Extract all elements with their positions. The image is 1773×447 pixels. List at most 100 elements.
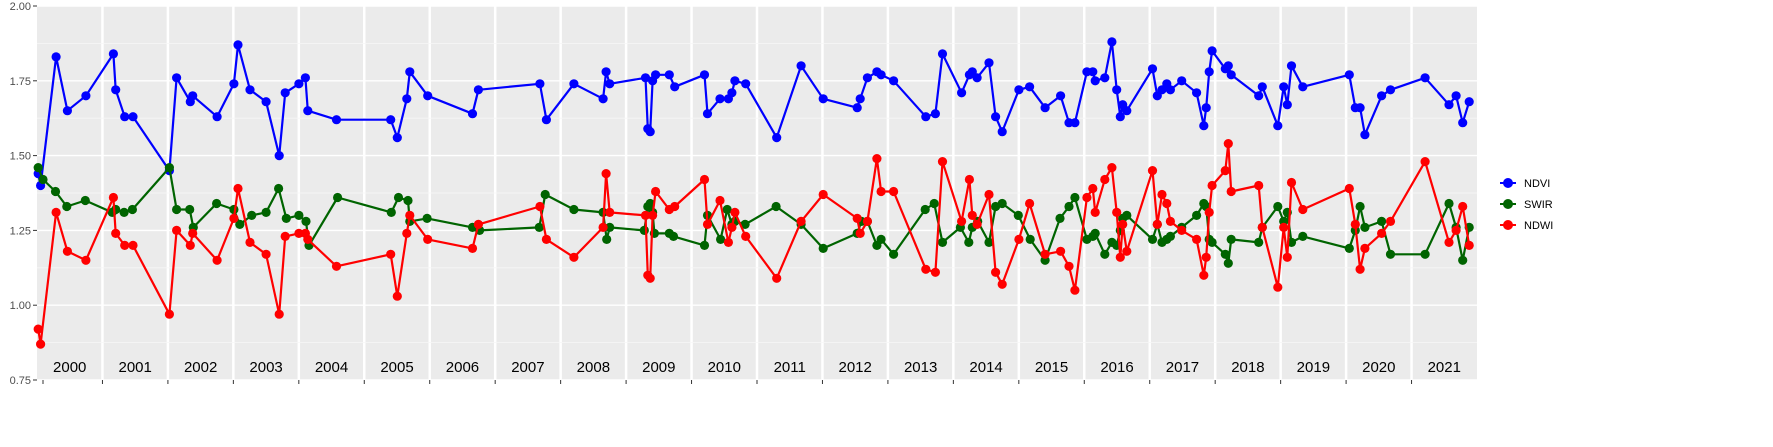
data-point-ndwi <box>648 210 658 220</box>
data-point-ndwi <box>172 225 182 235</box>
data-point-swir <box>929 198 939 209</box>
data-point-ndwi <box>1451 225 1461 235</box>
data-point-ndvi <box>467 109 478 119</box>
data-point-ndwi <box>855 228 865 238</box>
data-point-swir <box>699 240 710 250</box>
data-point-ndwi <box>872 154 882 164</box>
data-point-ndvi <box>772 133 782 143</box>
data-point-ndwi <box>1088 183 1098 194</box>
y-tick-label: 0.75 <box>10 375 31 387</box>
x-tick-label: 2016 <box>1100 359 1133 376</box>
data-point-ndvi <box>1286 61 1297 71</box>
data-point-ndwi <box>921 264 931 274</box>
data-point-ndwi <box>185 240 195 250</box>
data-point-ndvi <box>111 85 121 95</box>
data-point-swir <box>294 210 304 220</box>
data-point-ndwi <box>1286 177 1297 188</box>
data-point-swir <box>937 237 948 247</box>
data-point-swir <box>1220 249 1230 259</box>
data-point-ndvi <box>818 94 828 104</box>
x-tick-label: 2004 <box>315 359 348 376</box>
data-point-ndwi <box>598 222 608 232</box>
data-point-ndvi <box>640 73 651 83</box>
data-point-swir <box>639 225 649 235</box>
data-point-ndvi <box>294 79 304 89</box>
data-point-swir <box>50 186 61 197</box>
data-point-ndwi <box>128 240 138 250</box>
data-point-ndvi <box>1122 106 1132 116</box>
data-point-ndvi <box>664 70 674 80</box>
data-point-swir <box>422 213 432 223</box>
data-point-ndwi <box>1464 240 1474 250</box>
data-point-ndvi <box>715 94 725 104</box>
data-point-ndvi <box>1282 100 1292 110</box>
data-point-swir <box>393 192 404 203</box>
data-point-ndvi <box>233 40 243 50</box>
data-point-ndwi <box>818 189 828 200</box>
y-tick-label: 2.00 <box>10 1 31 13</box>
data-point-ndwi <box>467 243 478 253</box>
x-tick-label: 2005 <box>380 359 413 376</box>
data-point-swir <box>740 219 750 229</box>
data-point-ndwi <box>1223 139 1233 149</box>
data-point-swir <box>605 222 615 232</box>
data-point-ndvi <box>1254 91 1264 101</box>
data-point-ndwi <box>984 189 994 200</box>
data-point-ndvi <box>1385 85 1396 95</box>
data-point-ndwi <box>402 228 412 238</box>
data-point-ndwi <box>280 231 290 241</box>
data-point-ndvi <box>1420 73 1430 83</box>
data-point-ndvi <box>991 112 1001 122</box>
series-ndvi <box>33 37 1474 191</box>
data-point-swir <box>185 204 195 215</box>
x-tick-label: 2003 <box>249 359 282 376</box>
data-point-ndwi <box>741 231 751 241</box>
data-point-ndwi <box>392 291 402 301</box>
data-point-ndwi <box>715 195 725 206</box>
data-point-swir <box>964 237 974 247</box>
data-point-swir <box>33 163 43 173</box>
legend-key-dot <box>1503 199 1513 209</box>
data-point-ndvi <box>598 94 608 104</box>
data-point-swir <box>889 249 899 259</box>
x-tick-label: 2017 <box>1166 359 1199 376</box>
data-point-ndwi <box>1199 270 1209 280</box>
data-point-ndwi <box>1204 207 1214 217</box>
data-point-ndvi <box>972 73 982 83</box>
data-point-ndwi <box>852 213 862 223</box>
x-tick-label: 2021 <box>1428 359 1461 376</box>
data-point-ndwi <box>229 213 239 223</box>
data-point-swir <box>62 201 72 212</box>
data-point-ndvi <box>921 112 931 122</box>
data-point-ndvi <box>229 79 239 89</box>
data-point-ndvi <box>473 85 483 95</box>
data-point-ndwi <box>1152 219 1162 229</box>
data-point-ndvi <box>274 151 284 161</box>
data-point-ndvi <box>392 133 402 143</box>
data-point-ndwi <box>120 240 130 250</box>
data-point-ndvi <box>1377 91 1387 101</box>
data-point-swir <box>1254 237 1264 247</box>
data-point-ndvi <box>876 70 886 80</box>
x-tick-label: 2013 <box>904 359 937 376</box>
x-tick-label: 2020 <box>1362 359 1395 376</box>
data-point-ndvi <box>1226 70 1236 80</box>
data-point-swir <box>1377 216 1387 226</box>
data-point-ndwi <box>937 157 948 167</box>
data-point-swir <box>602 234 612 244</box>
data-point-ndwi <box>601 169 611 179</box>
data-point-swir <box>540 189 550 200</box>
x-tick-label: 2006 <box>446 359 479 376</box>
data-point-ndvi <box>535 79 545 89</box>
data-point-ndwi <box>261 249 271 259</box>
legend-key-dot <box>1503 220 1513 230</box>
x-tick-label: 2001 <box>118 359 151 376</box>
data-point-ndwi <box>1157 189 1167 200</box>
data-point-ndvi <box>1088 67 1098 77</box>
legend-label: NDVI <box>1524 178 1550 190</box>
data-point-ndvi <box>1056 91 1066 101</box>
data-point-swir <box>247 210 257 220</box>
data-point-ndvi <box>1165 85 1175 95</box>
y-tick-label: 1.50 <box>10 151 31 163</box>
data-point-ndvi <box>930 109 941 119</box>
